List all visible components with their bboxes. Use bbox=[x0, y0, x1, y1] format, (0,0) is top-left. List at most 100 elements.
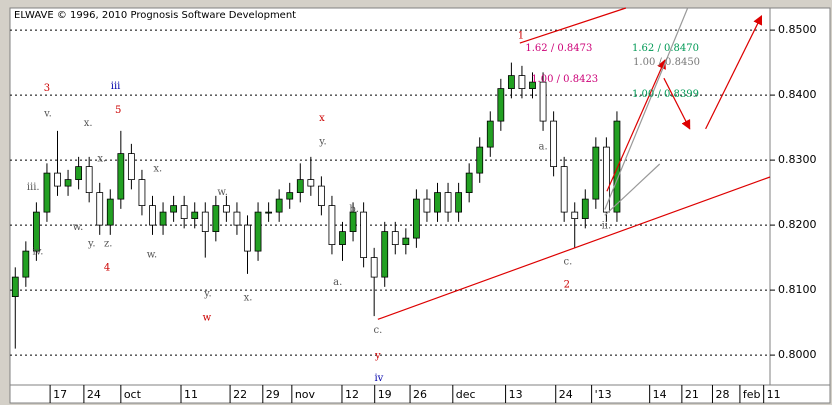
candle-body bbox=[465, 172, 473, 194]
wave-label: 1 bbox=[518, 30, 524, 41]
candle-body bbox=[486, 120, 494, 148]
candle-body bbox=[317, 185, 325, 207]
candle-body bbox=[149, 205, 156, 226]
x-tick-label: 29 bbox=[266, 388, 280, 401]
candle-body bbox=[296, 179, 304, 194]
candle-body bbox=[581, 198, 589, 220]
wave-label: y. bbox=[87, 238, 96, 249]
candle-body bbox=[571, 211, 579, 220]
candle-body bbox=[328, 205, 336, 246]
trend-line bbox=[519, 7, 627, 44]
candle-body bbox=[54, 172, 61, 187]
candle-body bbox=[339, 231, 346, 246]
x-tick-label: 11 bbox=[767, 388, 781, 401]
wave-label: 1.62 / 0.8473 bbox=[525, 43, 592, 54]
wave-label: 4 bbox=[104, 263, 110, 274]
x-tick-label: nov bbox=[295, 388, 316, 401]
candle-body bbox=[497, 88, 505, 122]
candle-body bbox=[85, 166, 93, 194]
y-tick-label: 0.8000 bbox=[778, 348, 817, 361]
wave-label: y. bbox=[203, 289, 212, 300]
wave-label: y. bbox=[318, 136, 327, 147]
candle-body bbox=[455, 192, 463, 213]
wave-label: x. bbox=[244, 292, 253, 303]
candle-body bbox=[233, 211, 241, 226]
x-tick-label: 11 bbox=[184, 388, 198, 401]
wave-label: 5 bbox=[115, 105, 121, 116]
x-tick-label: 14 bbox=[653, 388, 667, 401]
candle-body bbox=[507, 75, 515, 89]
candle-body bbox=[32, 211, 40, 252]
candle-body bbox=[96, 192, 104, 226]
wave-label: iv. bbox=[33, 246, 44, 257]
x-tick-label: 24 bbox=[559, 388, 573, 401]
y-tick-label: 0.8300 bbox=[778, 153, 817, 166]
candle-body bbox=[381, 231, 389, 278]
candle-body bbox=[201, 211, 209, 233]
wave-label: y bbox=[374, 350, 381, 361]
candle-body bbox=[170, 205, 178, 213]
wave-label: ii. bbox=[602, 220, 612, 231]
candle-body bbox=[127, 153, 135, 181]
candle-body bbox=[560, 166, 568, 213]
trend-line bbox=[377, 176, 771, 320]
wave-label: c. bbox=[373, 325, 382, 336]
chart-title: ELWAVE © 1996, 2010 Prognosis Software D… bbox=[14, 10, 296, 21]
candle-body bbox=[370, 257, 378, 278]
wave-label: x. bbox=[153, 164, 162, 175]
candle-body bbox=[75, 166, 83, 181]
x-tick-label: 22 bbox=[233, 388, 247, 401]
trend-line bbox=[604, 163, 661, 216]
candle-body bbox=[64, 179, 72, 187]
candle-body bbox=[106, 198, 114, 226]
candle-body bbox=[529, 81, 536, 89]
wave-label: x bbox=[319, 113, 325, 124]
wave-label: 2 bbox=[564, 279, 570, 290]
x-tick-label: oct bbox=[124, 388, 142, 401]
wave-label: 1.00 / 0.8423 bbox=[531, 74, 598, 85]
wave-label: z. bbox=[104, 238, 112, 249]
candle-body bbox=[43, 172, 51, 213]
candle-body bbox=[265, 211, 273, 214]
candle-body bbox=[159, 211, 167, 226]
projection-arrow bbox=[705, 14, 763, 130]
wave-label: a. bbox=[333, 277, 342, 288]
candle-body bbox=[539, 81, 547, 122]
candle-body bbox=[550, 120, 558, 167]
wave-label: b. bbox=[349, 204, 359, 215]
wave-label: a. bbox=[538, 142, 547, 153]
y-tick-label: 0.8100 bbox=[778, 283, 817, 296]
candle-body bbox=[360, 211, 368, 259]
candle-body bbox=[117, 153, 125, 200]
wave-label: c. bbox=[563, 257, 572, 268]
wave-label: iii bbox=[111, 81, 121, 92]
wave-label: 1.62 / 0.8470 bbox=[632, 43, 699, 54]
x-tick-label: dec bbox=[456, 388, 476, 401]
candle-body bbox=[275, 198, 283, 213]
candle-body bbox=[138, 179, 146, 207]
wave-label: w bbox=[203, 313, 212, 324]
x-tick-label: 17 bbox=[53, 388, 67, 401]
x-tick-label: 13 bbox=[509, 388, 523, 401]
x-tick-label: 12 bbox=[345, 388, 359, 401]
candle-body bbox=[444, 192, 452, 213]
wave-label: x. bbox=[97, 153, 106, 164]
candle-body bbox=[613, 120, 621, 213]
x-tick-label: 21 bbox=[685, 388, 699, 401]
candle-body bbox=[412, 198, 420, 239]
candle-body bbox=[222, 205, 230, 213]
candle-body bbox=[180, 205, 188, 220]
x-tick-label: '13 bbox=[595, 388, 612, 401]
wave-label: x. bbox=[84, 118, 93, 129]
wave-label: 3 bbox=[44, 83, 50, 94]
wave-label: 1.00 / 0.8450 bbox=[633, 57, 700, 68]
candle-body bbox=[286, 192, 294, 200]
candle-body bbox=[476, 146, 484, 174]
candle-body bbox=[423, 198, 431, 213]
x-tick-label: 26 bbox=[413, 388, 427, 401]
candle-body bbox=[212, 205, 220, 233]
x-tick-label: 24 bbox=[87, 388, 101, 401]
candle-body bbox=[254, 211, 262, 252]
